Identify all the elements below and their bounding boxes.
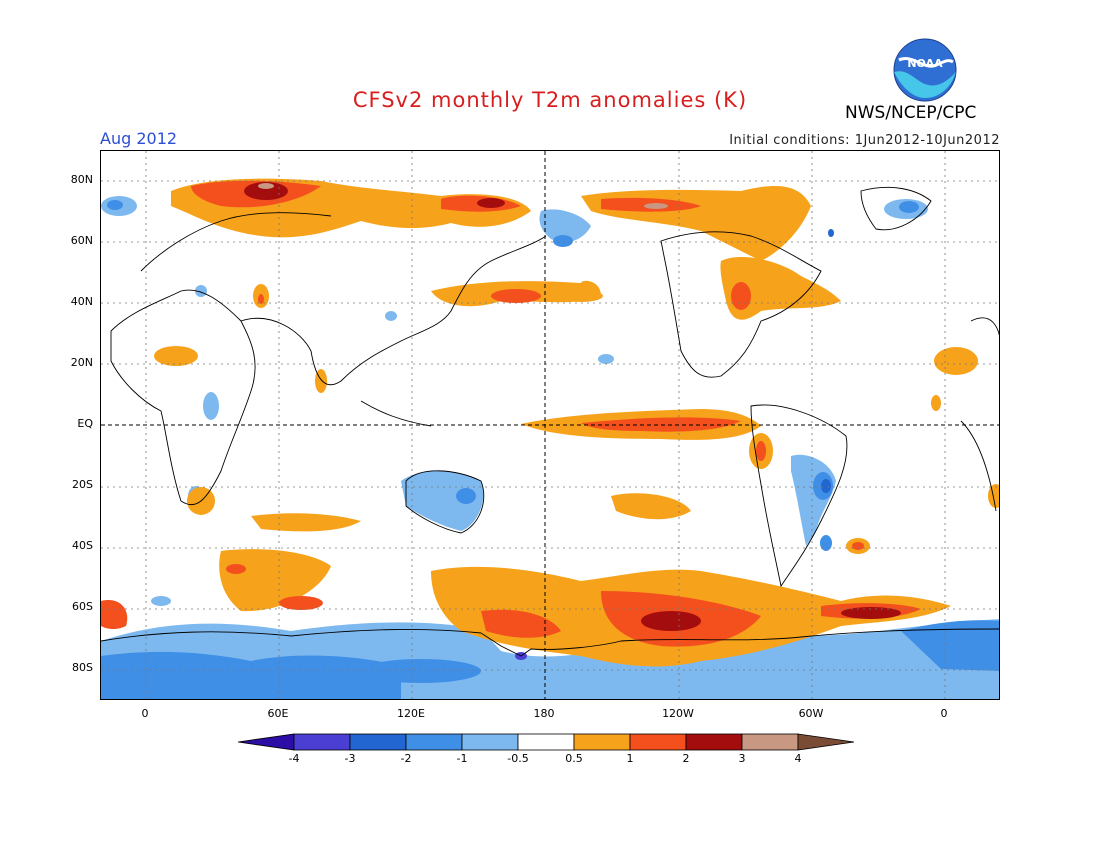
anomaly-map bbox=[101, 151, 999, 699]
valid-month: Aug 2012 bbox=[100, 129, 178, 148]
lat-label-80n: 80N bbox=[70, 173, 93, 186]
colorbar-cell bbox=[293, 733, 351, 751]
colorbar-tick-label: 4 bbox=[794, 752, 802, 765]
colorbar-cell bbox=[741, 733, 799, 751]
noaa-logo-icon: NOAA bbox=[893, 38, 957, 102]
colorbar-cell bbox=[629, 733, 687, 751]
lon-label-60w: 60W bbox=[798, 707, 824, 720]
lat-label-eq: EQ bbox=[77, 417, 93, 430]
colorbar-tick-label: 2 bbox=[682, 752, 690, 765]
colorbar-tick-label: -4 bbox=[288, 752, 300, 765]
initial-conditions: Initial conditions: 1Jun2012-10Jun2012 bbox=[729, 133, 1000, 148]
lat-label-60s: 60S bbox=[72, 600, 93, 613]
colorbar-tick-label: -3 bbox=[344, 752, 356, 765]
colorbar-tick-label: 3 bbox=[738, 752, 746, 765]
lon-label-0-east: 0 bbox=[940, 707, 948, 720]
logo-text: NOAA bbox=[907, 57, 943, 70]
lat-label-20n: 20N bbox=[70, 356, 93, 369]
lat-label-40n: 40N bbox=[70, 295, 93, 308]
lon-label-180: 180 bbox=[533, 707, 555, 720]
lat-label-60n: 60N bbox=[70, 234, 93, 247]
lon-label-60e: 60E bbox=[267, 707, 289, 720]
colorbar-tick-label: -1 bbox=[456, 752, 468, 765]
colorbar-cell-max bbox=[797, 733, 855, 751]
map-frame bbox=[100, 150, 1000, 700]
lat-label-80s: 80S bbox=[72, 661, 93, 674]
colorbar-cell bbox=[405, 733, 463, 751]
colorbar-cell bbox=[685, 733, 743, 751]
coastlines bbox=[101, 186, 999, 657]
warm-anomaly-regions bbox=[101, 178, 999, 667]
chart-title: CFSv2 monthly T2m anomalies (K) bbox=[352, 88, 748, 112]
colorbar-tick-label: 1 bbox=[626, 752, 634, 765]
colorbar bbox=[238, 733, 855, 751]
lon-label-0: 0 bbox=[141, 707, 149, 720]
lon-label-120e: 120E bbox=[397, 707, 425, 720]
lat-label-20s: 20S bbox=[72, 478, 93, 491]
map-gridlines bbox=[101, 151, 999, 699]
equator-and-dateline bbox=[101, 151, 999, 699]
lon-label-120w: 120W bbox=[662, 707, 694, 720]
colorbar-cells bbox=[238, 733, 855, 751]
lat-label-40s: 40S bbox=[72, 539, 93, 552]
agency-label: NWS/NCEP/CPC bbox=[845, 103, 977, 123]
colorbar-cell-min bbox=[238, 733, 295, 751]
colorbar-cell bbox=[517, 733, 575, 751]
colorbar-cell bbox=[573, 733, 631, 751]
colorbar-cell bbox=[461, 733, 519, 751]
colorbar-tick-label: -2 bbox=[400, 752, 412, 765]
colorbar-cell bbox=[349, 733, 407, 751]
colorbar-tick-label: 0.5 bbox=[565, 752, 583, 765]
colorbar-tick-label: -0.5 bbox=[507, 752, 529, 765]
